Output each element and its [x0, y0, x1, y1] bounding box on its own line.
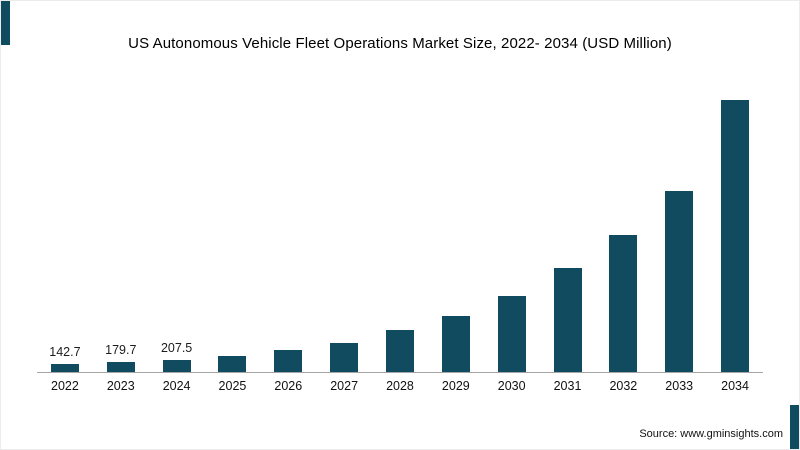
- x-tick-2022: 2022: [51, 379, 79, 393]
- chart-title: US Autonomous Vehicle Fleet Operations M…: [128, 35, 672, 52]
- corner-accent-top-left: [1, 1, 10, 45]
- bar-2024: [162, 360, 191, 372]
- bar-value-label-2024: 207.5: [160, 341, 193, 355]
- bar-group-2030: [484, 296, 539, 372]
- bar-group-2026: [261, 350, 316, 372]
- bar-2032: [609, 235, 638, 372]
- bar-group-2025: [205, 356, 260, 372]
- x-tick-2026: 2026: [274, 379, 303, 393]
- x-tick-2032: 2032: [609, 379, 638, 393]
- bars-row: 142.7 179.7 207.5: [37, 91, 763, 373]
- bar-group-2027: [317, 343, 372, 372]
- bar-2022: [50, 364, 79, 372]
- bar-group-2022: 142.7: [37, 345, 92, 372]
- bar-value-label-2022: 142.7: [49, 345, 81, 359]
- bar-group-2031: [540, 268, 595, 372]
- bar-2023: [106, 362, 135, 372]
- bar-2025: [218, 356, 247, 372]
- x-tick-2030: 2030: [497, 379, 526, 393]
- bar-2027: [330, 343, 359, 372]
- bar-group-2034: [708, 100, 763, 372]
- source-attribution: Source: www.gminsights.com: [639, 428, 783, 440]
- bar-group-2024: 207.5: [149, 341, 204, 372]
- x-tick-2027: 2027: [330, 379, 359, 393]
- bar-value-label-2023: 179.7: [105, 343, 137, 357]
- years-row: 2022 2023 2024 2025 2026 2027 2028 2029 2030 2031…: [37, 379, 763, 393]
- x-tick-2024: 2024: [162, 379, 191, 393]
- x-tick-2034: 2034: [721, 379, 749, 393]
- bar-group-2032: [596, 235, 651, 372]
- bar-group-2023: 179.7: [93, 343, 148, 372]
- bar-group-2033: [652, 191, 707, 372]
- bar-2028: [385, 330, 414, 372]
- bar-2031: [553, 268, 582, 372]
- bar-2034: [721, 100, 750, 372]
- x-tick-2033: 2033: [665, 379, 694, 393]
- plot-area: 142.7 179.7 207.5: [37, 91, 763, 373]
- x-tick-2025: 2025: [218, 379, 247, 393]
- x-tick-2031: 2031: [553, 379, 582, 393]
- corner-accent-bottom-right: [790, 405, 799, 449]
- x-tick-2023: 2023: [106, 379, 135, 393]
- bar-2030: [497, 296, 526, 372]
- bar-2026: [274, 350, 303, 372]
- x-tick-2028: 2028: [386, 379, 414, 393]
- x-tick-2029: 2029: [441, 379, 470, 393]
- bar-group-2028: [372, 330, 427, 372]
- bar-2029: [441, 316, 470, 372]
- bar-group-2029: [428, 316, 483, 372]
- bar-2033: [665, 191, 694, 372]
